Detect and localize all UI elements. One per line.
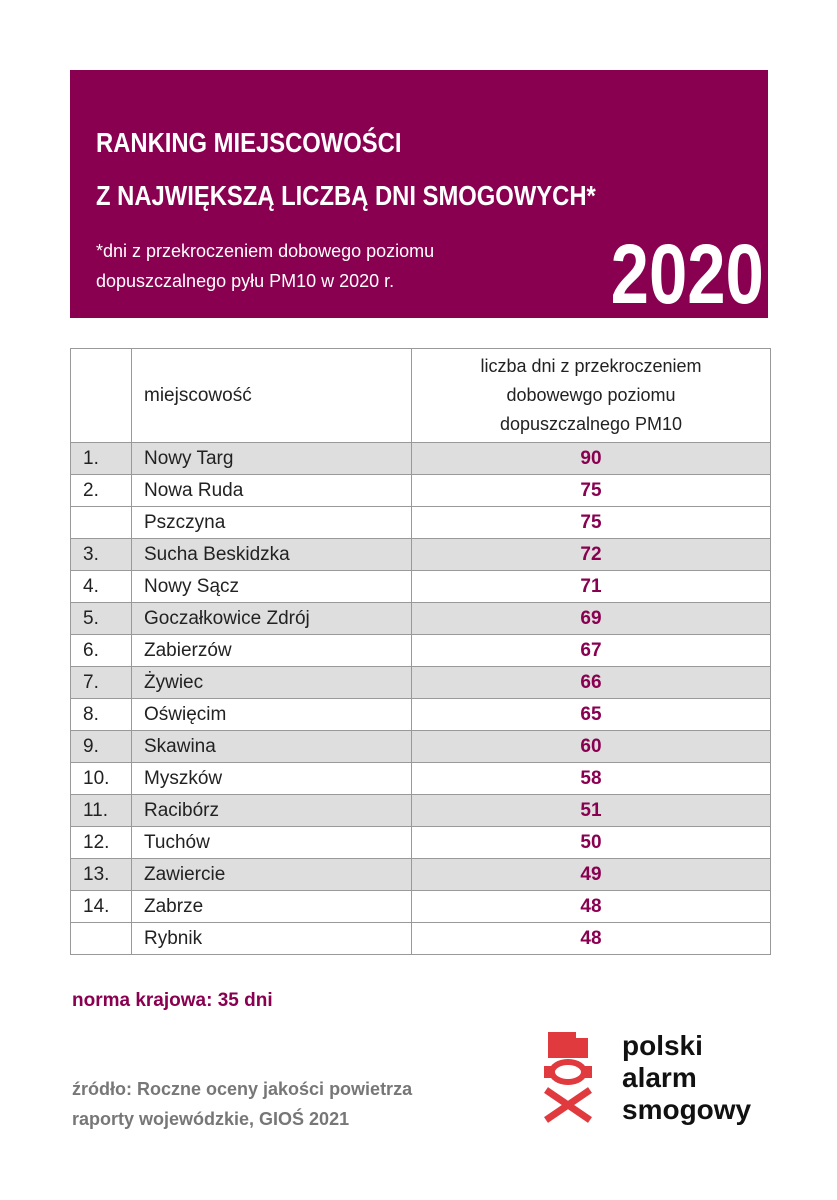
rank: 3. bbox=[70, 538, 132, 571]
rank: 14. bbox=[70, 890, 132, 923]
row: 7. Żywiec 66 bbox=[70, 666, 771, 699]
value: 48 bbox=[411, 922, 771, 955]
title: RANKING MIEJSCOWOŚCI Z NAJWIĘKSZĄ LICZBĄ … bbox=[96, 116, 596, 222]
subtitle-line: dopuszczalnego pyłu PM10 w 2020 r. bbox=[96, 271, 395, 291]
value: 65 bbox=[411, 698, 771, 731]
name: Zabierzów bbox=[131, 634, 412, 667]
value: 72 bbox=[411, 538, 771, 571]
header-line: liczba dni z przekroczeniem bbox=[480, 356, 702, 376]
name: Goczałkowice Zdrój bbox=[131, 602, 412, 635]
name: Racibórz bbox=[131, 794, 412, 827]
logo-text: polski alarm smogowy bbox=[622, 1030, 751, 1126]
name: Nowy Sącz bbox=[131, 570, 412, 603]
value: 75 bbox=[411, 506, 771, 539]
row: 2. Nowa Ruda 75 bbox=[70, 474, 771, 507]
value: 69 bbox=[411, 602, 771, 635]
row: 6. Zabierzów 67 bbox=[70, 634, 771, 667]
rank: 1. bbox=[70, 442, 132, 475]
ranking-table: miejscowość liczba dni z przekroczeniem do… bbox=[70, 348, 771, 955]
name: Pszczyna bbox=[131, 506, 412, 539]
cell bbox=[70, 348, 132, 443]
rank: 9. bbox=[70, 730, 132, 763]
row: 3. Sucha Beskidzka 72 bbox=[70, 538, 771, 571]
name: Zabrze bbox=[131, 890, 412, 923]
row: 11. Racibórz 51 bbox=[70, 794, 771, 827]
value: 67 bbox=[411, 634, 771, 667]
value: 66 bbox=[411, 666, 771, 699]
value: 90 bbox=[411, 442, 771, 475]
rank: 8. bbox=[70, 698, 132, 731]
rank: 11. bbox=[70, 794, 132, 827]
row: 1. Nowy Targ 90 bbox=[70, 442, 771, 475]
rank: 10. bbox=[70, 762, 132, 795]
title-line: RANKING MIEJSCOWOŚCI bbox=[96, 127, 402, 158]
value: 51 bbox=[411, 794, 771, 827]
rank: 13. bbox=[70, 858, 132, 891]
logo-line: smogowy bbox=[622, 1094, 752, 1125]
name: Rybnik bbox=[131, 922, 412, 955]
value: 48 bbox=[411, 890, 771, 923]
rank: 7. bbox=[70, 666, 132, 699]
header: RANKING MIEJSCOWOŚCI Z NAJWIĘKSZĄ LICZBĄ … bbox=[70, 70, 768, 318]
rank bbox=[70, 506, 132, 539]
value: 75 bbox=[411, 474, 771, 507]
rank: 5. bbox=[70, 602, 132, 635]
name: Nowa Ruda bbox=[131, 474, 412, 507]
row: 12. Tuchów 50 bbox=[70, 826, 771, 859]
name: Tuchów bbox=[131, 826, 412, 859]
value: 71 bbox=[411, 570, 771, 603]
header-line: dopuszczalnego PM10 bbox=[499, 414, 683, 434]
name: Żywiec bbox=[131, 666, 412, 699]
row: 13. Zawiercie 49 bbox=[70, 858, 771, 891]
name: Zawiercie bbox=[131, 858, 412, 891]
rank: 12. bbox=[70, 826, 132, 859]
row: 5. Goczałkowice Zdrój 69 bbox=[70, 602, 771, 635]
value: 50 bbox=[411, 826, 771, 859]
source-line: raporty wojewódzkie, GIOŚ 2021 bbox=[72, 1109, 350, 1129]
year: 2020 bbox=[610, 227, 764, 321]
row: Pszczyna 75 bbox=[70, 506, 771, 539]
header-cell: miejscowość bbox=[131, 348, 412, 443]
row: 9. Skawina 60 bbox=[70, 730, 771, 763]
header-line: dobowewgo poziomu bbox=[506, 385, 676, 405]
name: Nowy Targ bbox=[131, 442, 412, 475]
value: 60 bbox=[411, 730, 771, 763]
title-line: Z NAJWIĘKSZĄ LICZBĄ DNI SMOGOWYCH* bbox=[96, 180, 596, 211]
norm: norma krajowa: 35 dni bbox=[72, 990, 273, 1011]
source-line: źródło: Roczne oceny jakości powietrza bbox=[72, 1079, 413, 1099]
row: 8. Oświęcim 65 bbox=[70, 698, 771, 731]
name: Myszków bbox=[131, 762, 412, 795]
rank: 6. bbox=[70, 634, 132, 667]
name: Oświęcim bbox=[131, 698, 412, 731]
row: Rybnik 48 bbox=[70, 922, 771, 955]
header-cell: liczba dni z przekroczeniem dobowewgo poz… bbox=[411, 348, 771, 443]
logo-line: alarm bbox=[622, 1062, 697, 1093]
rank: 4. bbox=[70, 570, 132, 603]
source: źródło: Roczne oceny jakości powietrza ra… bbox=[72, 1074, 412, 1134]
logo-line: polski bbox=[622, 1030, 703, 1061]
header-row: miejscowość liczba dni z przekroczeniem do… bbox=[70, 348, 771, 443]
subtitle-line: *dni z przekroczeniem dobowego poziomu bbox=[96, 241, 435, 261]
row: 10. Myszków 58 bbox=[70, 762, 771, 795]
name: Sucha Beskidzka bbox=[131, 538, 412, 571]
value: 58 bbox=[411, 762, 771, 795]
name: Skawina bbox=[131, 730, 412, 763]
row: 4. Nowy Sącz 71 bbox=[70, 570, 771, 603]
rank bbox=[70, 922, 132, 955]
logo-icon bbox=[544, 1032, 592, 1123]
subtitle: *dni z przekroczeniem dobowego poziomu do… bbox=[96, 236, 434, 296]
value: 49 bbox=[411, 858, 771, 891]
row: 14. Zabrze 48 bbox=[70, 890, 771, 923]
rank: 2. bbox=[70, 474, 132, 507]
